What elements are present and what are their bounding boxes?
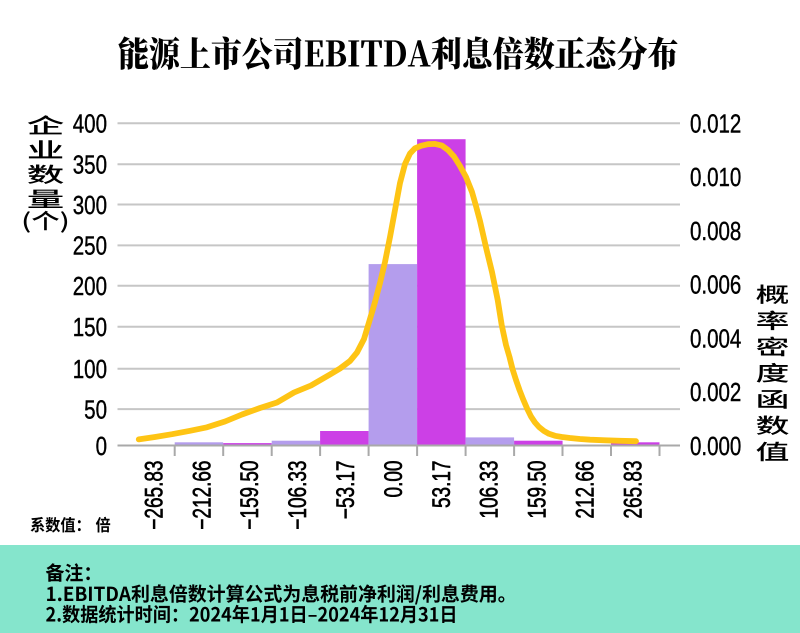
svg-text:400: 400 [73,109,107,138]
svg-text:265.83: 265.83 [619,461,647,519]
svg-text:0.012: 0.012 [690,109,741,138]
svg-text:0.006: 0.006 [690,270,741,299]
svg-text:50: 50 [84,395,107,424]
svg-text:−106.33: −106.33 [283,461,311,530]
svg-text:0.000: 0.000 [690,431,741,460]
svg-text:0.002: 0.002 [690,378,741,407]
svg-text:0.004: 0.004 [690,324,741,353]
svg-text:−212.66: −212.66 [188,461,216,530]
svg-text:0: 0 [96,431,107,460]
svg-text:350: 350 [73,150,107,179]
svg-text:−53.17: −53.17 [331,461,359,520]
svg-text:100: 100 [73,355,107,384]
svg-text:−265.83: −265.83 [140,461,168,530]
svg-text:200: 200 [73,272,107,301]
svg-text:250: 250 [73,231,107,260]
svg-text:150: 150 [73,313,107,342]
svg-text:0.010: 0.010 [690,163,741,192]
svg-text:0.008: 0.008 [690,217,741,246]
svg-text:106.33: 106.33 [475,461,503,519]
svg-text:0.00: 0.00 [379,461,407,498]
svg-text:−159.50: −159.50 [236,461,264,530]
svg-text:212.66: 212.66 [571,461,599,519]
svg-text:53.17: 53.17 [427,461,455,509]
svg-text:159.50: 159.50 [523,461,551,519]
svg-text:300: 300 [73,190,107,219]
